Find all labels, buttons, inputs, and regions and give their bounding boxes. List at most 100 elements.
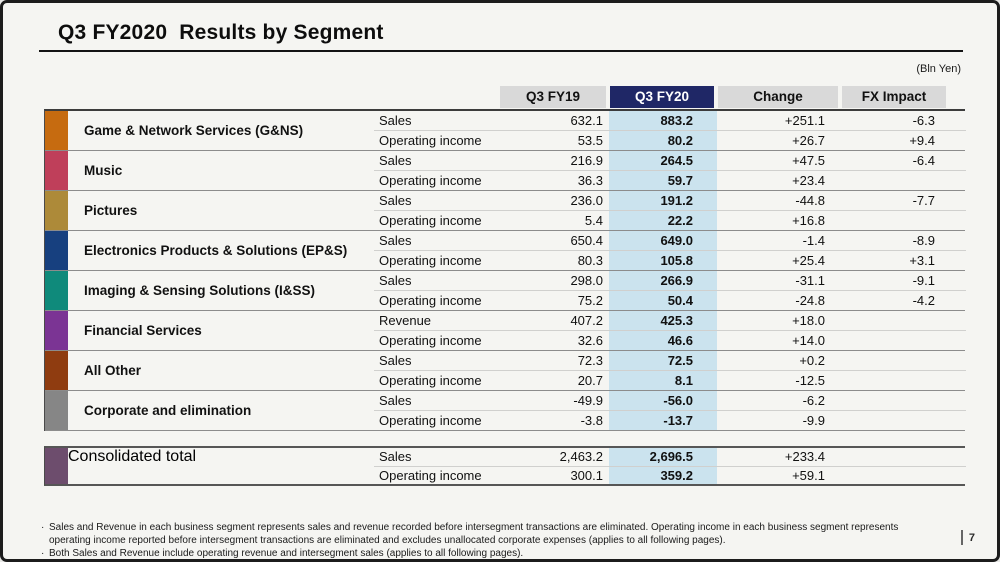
value-fx-impact: [841, 311, 949, 330]
segment-row: Sales 216.9 264.5 +47.5 -6.4: [374, 151, 966, 170]
segment-row: Sales 298.0 266.9 -31.1 -9.1: [374, 271, 966, 290]
segment-rows: Sales 632.1 883.2 +251.1 -6.3 Operating incom…: [374, 111, 966, 150]
footnote-bullet: ·: [41, 522, 45, 533]
segment-table-total: Consolidated total Sales 2,463.2 2,696.5 +23…: [44, 446, 966, 486]
segment-color-bar: [45, 448, 68, 484]
value-q3fy19: 650.4: [570, 233, 603, 248]
segment-row: Sales 632.1 883.2 +251.1 -6.3: [374, 111, 966, 130]
value-fx-impact: [841, 467, 949, 485]
value-change: -24.8: [795, 293, 825, 308]
value-q3fy20: 191.2: [609, 191, 717, 210]
segment-row: Sales -49.9 -56.0 -6.2: [374, 391, 966, 410]
row-label: Sales: [379, 233, 412, 248]
row-label: Sales: [379, 193, 412, 208]
segment-row: Operating income 20.7 8.1 -12.5: [374, 370, 966, 390]
segment-table: Game & Network Services (G&NS) Sales 632.1…: [44, 109, 966, 486]
row-label: Operating income: [379, 333, 482, 348]
value-q3fy20: 649.0: [609, 231, 717, 250]
segment-block: Financial Services Revenue 407.2 425.3 +18.0…: [45, 311, 966, 351]
segment-block: Game & Network Services (G&NS) Sales 632.1…: [45, 111, 966, 151]
value-q3fy19: 2,463.2: [559, 449, 603, 465]
value-change: +47.5: [792, 153, 825, 168]
segment-rows: Sales 2,463.2 2,696.5 +233.4 Operating incom…: [374, 448, 966, 484]
value-q3fy19: 32.6: [577, 333, 603, 348]
value-q3fy20: 8.1: [609, 371, 717, 390]
value-fx-impact: -6.3: [912, 113, 935, 128]
segment-row: Sales 72.3 72.5 +0.2: [374, 351, 966, 370]
footnotes: · Sales and Revenue in each business seg…: [41, 521, 933, 559]
segment-rows: Sales 216.9 264.5 +47.5 -6.4 Operating income…: [374, 151, 966, 190]
row-pad: [949, 131, 966, 150]
segment-row: Operating income 300.1 359.2 +59.1: [374, 465, 966, 485]
segment-name: Pictures: [84, 203, 138, 218]
value-change: +23.4: [792, 173, 825, 188]
value-fx-impact: [841, 448, 949, 466]
segment-row: Operating income 75.2 50.4 -24.8 -4.2: [374, 290, 966, 310]
value-change: +26.7: [792, 133, 825, 148]
page-number-divider: [961, 530, 963, 545]
table-gap: [44, 431, 965, 446]
page-number: 7: [961, 530, 975, 545]
value-change: -44.8: [795, 193, 825, 208]
value-fx-impact: [841, 351, 949, 370]
value-q3fy19: 20.7: [577, 373, 603, 388]
value-q3fy20: 72.5: [609, 351, 717, 370]
value-q3fy20: 264.5: [609, 151, 717, 170]
segment-name: Music: [84, 163, 123, 178]
row-label: Operating income: [379, 373, 482, 388]
row-label: Sales: [379, 449, 412, 465]
value-fx-impact: -8.9: [912, 233, 935, 248]
segment-name: Financial Services: [84, 323, 202, 338]
value-fx-impact: -7.7: [912, 193, 935, 208]
value-change: +25.4: [792, 253, 825, 268]
segment-row: Operating income 32.6 46.6 +14.0: [374, 330, 966, 350]
row-label: Operating income: [379, 253, 482, 268]
page-title: Q3 FY2020 Results by Segment: [58, 21, 384, 44]
row-pad: [949, 391, 966, 410]
header-spacer: [948, 86, 965, 108]
value-fx-impact: +3.1: [909, 253, 935, 268]
segment-row: Sales 236.0 191.2 -44.8 -7.7: [374, 191, 966, 210]
segment-name: All Other: [84, 363, 142, 378]
row-pad: [949, 111, 966, 130]
row-label: Operating income: [379, 213, 482, 228]
value-q3fy19: 80.3: [577, 253, 603, 268]
row-pad: [949, 351, 966, 370]
value-fx-impact: -9.1: [912, 273, 935, 288]
column-header-q3fy19: Q3 FY19: [500, 86, 606, 108]
table-header-row: Q3 FY19 Q3 FY20 Change FX Impact: [44, 86, 965, 108]
value-fx-impact: [841, 331, 949, 350]
segment-color-bar: [45, 151, 68, 190]
value-fx-impact: -6.4: [912, 153, 935, 168]
value-q3fy19: 298.0: [570, 273, 603, 288]
value-change: -12.5: [795, 373, 825, 388]
segment-rows: Sales 650.4 649.0 -1.4 -8.9 Operating income 8…: [374, 231, 966, 270]
value-fx-impact: [841, 371, 949, 390]
value-q3fy20: 266.9: [609, 271, 717, 290]
footnote-2: · Both Sales and Revenue include operati…: [41, 547, 933, 559]
value-q3fy20: 2,696.5: [609, 448, 717, 466]
row-label: Operating income: [379, 293, 482, 308]
row-pad: [949, 231, 966, 250]
value-q3fy20: 80.2: [609, 131, 717, 150]
column-header-fx-impact: FX Impact: [842, 86, 946, 108]
row-label: Operating income: [379, 133, 482, 148]
value-change: +18.0: [792, 313, 825, 328]
row-pad: [949, 151, 966, 170]
segment-color-bar: [45, 231, 68, 270]
value-q3fy19: 407.2: [570, 313, 603, 328]
row-pad: [949, 311, 966, 330]
value-change: +251.1: [784, 113, 825, 128]
segment-rows: Sales -49.9 -56.0 -6.2 Operating income -3.8-…: [374, 391, 966, 430]
row-pad: [949, 271, 966, 290]
row-label: Sales: [379, 273, 412, 288]
segment-color-bar: [45, 391, 68, 430]
row-label: Operating income: [379, 467, 482, 483]
value-q3fy19: -3.8: [580, 413, 603, 428]
row-label: Sales: [379, 393, 412, 408]
row-pad: [949, 291, 966, 310]
value-change: -6.2: [802, 393, 825, 408]
row-label: Sales: [379, 113, 412, 128]
value-q3fy19: 300.1: [570, 467, 603, 483]
value-fx-impact: [841, 171, 949, 190]
